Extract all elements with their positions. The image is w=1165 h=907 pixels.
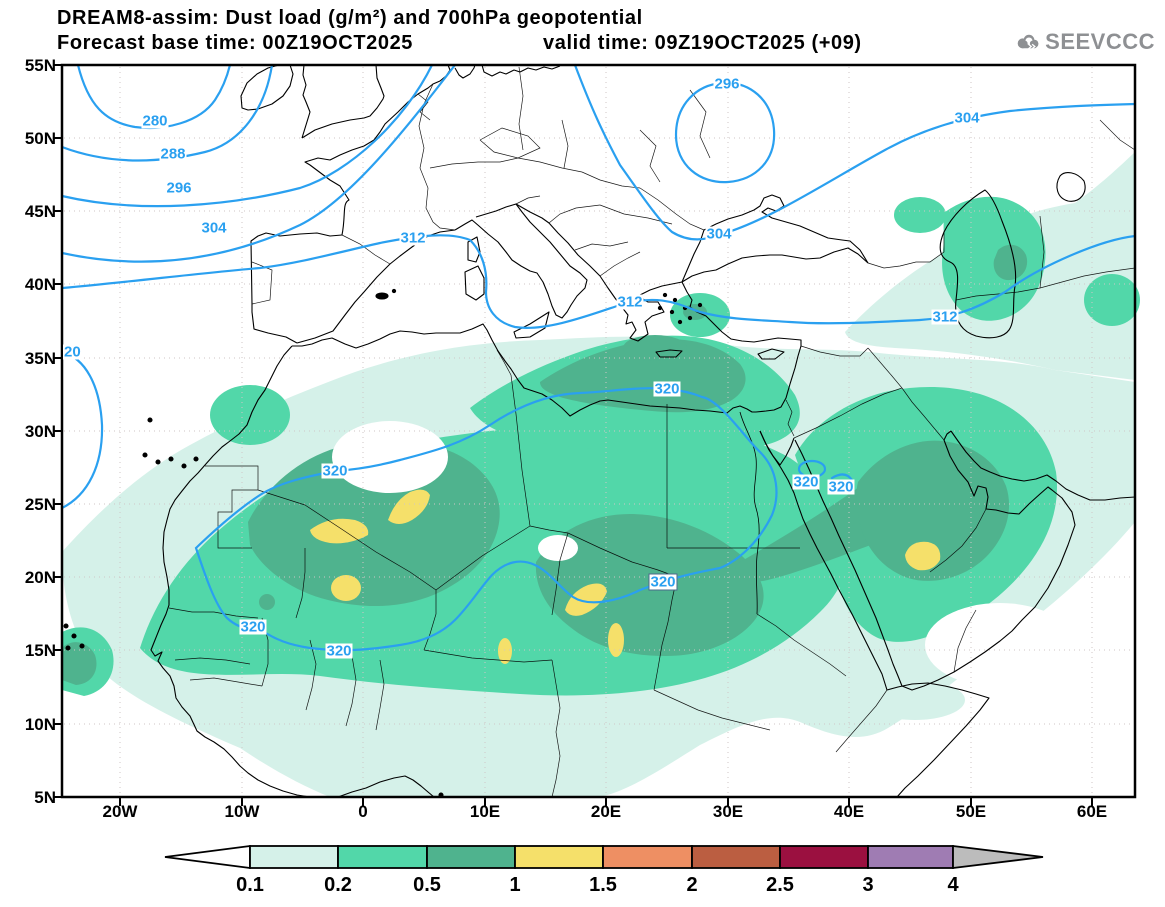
seevccc-logo-text: SEEVCCC	[1045, 29, 1155, 54]
seevccc-logo: SEEVCCC	[1015, 22, 1155, 62]
lat-label-35N: 35N	[24, 349, 56, 368]
colorbar-label-1.5: 1.5	[589, 874, 617, 896]
contour-label-304: 304	[705, 225, 733, 243]
lon-label-50E: 50E	[955, 802, 987, 821]
lat-label-50N: 50N	[24, 129, 56, 148]
lat-label-45N: 45N	[24, 202, 56, 221]
contour-label-312: 312	[399, 229, 427, 247]
colorbar-label-2.5: 2.5	[766, 874, 794, 896]
dust-fill-holes	[332, 421, 1075, 687]
lon-label-30E: 30E	[712, 802, 744, 821]
coastlines	[63, 64, 1136, 798]
lon-label-60E: 60E	[1076, 802, 1108, 821]
seevccc-cloud-icon	[1017, 34, 1039, 50]
contour-label-320: 320	[325, 642, 353, 660]
contour-label-280: 280	[141, 112, 169, 130]
lat-label-20N: 20N	[24, 568, 56, 587]
contour-label-320: 320	[653, 380, 681, 398]
contour-label-296: 296	[165, 179, 193, 197]
contour-label-320: 320	[648, 573, 678, 591]
contour-label-312: 312	[931, 308, 959, 326]
contour-label-296: 296	[713, 75, 741, 93]
lon-label-40E: 40E	[833, 802, 865, 821]
valid-time: valid time: 09Z19OCT2025 (+09)	[543, 32, 862, 54]
colorbar-label-3: 3	[862, 874, 874, 896]
lat-label-25N: 25N	[24, 495, 56, 514]
colorbar	[164, 844, 1044, 870]
lat-label-15N: 15N	[24, 641, 56, 660]
forecast-base-time: Forecast base time: 00Z19OCT2025	[57, 32, 414, 54]
lon-label-10E: 10E	[469, 802, 501, 821]
axis-ticks	[53, 64, 1093, 806]
map-frame	[60, 63, 1137, 799]
lat-label-10N: 10N	[24, 715, 56, 734]
colorbar-label-0.1: 0.1	[236, 874, 264, 896]
colorbar-label-2: 2	[686, 874, 698, 896]
contour-label-304: 304	[200, 219, 228, 237]
contour-label-320: 320	[321, 462, 349, 480]
contour-label-288: 288	[159, 145, 187, 163]
country-borders	[168, 66, 1136, 798]
contour-label-304: 304	[953, 109, 981, 127]
colorbar-label-1: 1	[509, 874, 521, 896]
contour-label-20: 20	[63, 343, 82, 361]
contour-label-320: 320	[827, 478, 855, 496]
colorbar-label-0.2: 0.2	[324, 874, 352, 896]
lat-label-30N: 30N	[24, 422, 56, 441]
colorbar-label-0.5: 0.5	[413, 874, 441, 896]
lon-label-20E: 20E	[590, 802, 622, 821]
colorbar-label-4: 4	[947, 874, 959, 896]
lat-label-40N: 40N	[24, 275, 56, 294]
contour-label-312: 312	[616, 293, 644, 311]
lon-label-10W: 10W	[224, 802, 260, 821]
graticule	[64, 67, 1133, 795]
page-title: DREAM8-assim: Dust load (g/m²) and 700hP…	[57, 7, 643, 29]
lon-label-0: 0	[358, 802, 368, 821]
lon-label-20W: 20W	[102, 802, 138, 821]
lat-label-55N: 55N	[24, 56, 56, 75]
contour-label-320: 320	[792, 473, 820, 491]
lat-label-5N: 5N	[34, 788, 56, 807]
contour-label-320: 320	[239, 618, 267, 636]
